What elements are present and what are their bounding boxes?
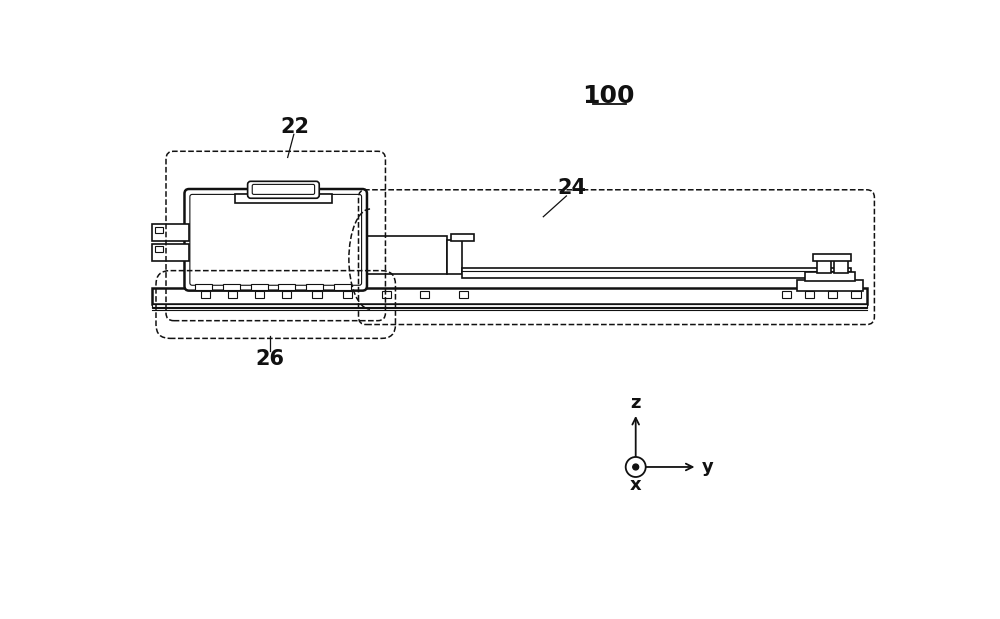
Bar bbox=[828, 291, 837, 298]
Text: y: y bbox=[702, 458, 714, 476]
Bar bbox=[152, 288, 867, 304]
Bar bbox=[343, 291, 352, 298]
Text: 100: 100 bbox=[582, 84, 635, 108]
Text: 26: 26 bbox=[255, 349, 284, 369]
Text: 22: 22 bbox=[281, 116, 310, 137]
Circle shape bbox=[633, 464, 639, 470]
Bar bbox=[451, 235, 474, 241]
FancyBboxPatch shape bbox=[184, 189, 367, 291]
Bar bbox=[195, 284, 212, 290]
Bar bbox=[362, 236, 447, 274]
Bar bbox=[201, 291, 210, 298]
Text: 24: 24 bbox=[557, 178, 586, 198]
Bar bbox=[155, 246, 163, 252]
Bar bbox=[312, 291, 322, 298]
Bar bbox=[462, 268, 851, 277]
Bar bbox=[152, 225, 189, 241]
Bar bbox=[797, 280, 863, 291]
Bar bbox=[251, 284, 268, 290]
Bar bbox=[223, 284, 240, 290]
Bar bbox=[278, 284, 295, 290]
Bar bbox=[459, 291, 468, 298]
Bar bbox=[152, 304, 867, 308]
Bar bbox=[155, 227, 163, 233]
Bar bbox=[235, 194, 332, 203]
Bar bbox=[420, 291, 429, 298]
Bar bbox=[813, 254, 851, 261]
Bar bbox=[782, 291, 791, 298]
Text: z: z bbox=[630, 394, 641, 412]
Text: x: x bbox=[630, 477, 642, 495]
Circle shape bbox=[626, 457, 646, 477]
Bar bbox=[382, 291, 391, 298]
Bar bbox=[805, 291, 814, 298]
Bar bbox=[817, 259, 831, 273]
Bar bbox=[447, 240, 462, 274]
FancyBboxPatch shape bbox=[252, 184, 315, 194]
Bar bbox=[282, 291, 291, 298]
Bar bbox=[152, 244, 189, 261]
Bar bbox=[334, 284, 351, 290]
Bar bbox=[805, 272, 855, 282]
Bar bbox=[255, 291, 264, 298]
FancyBboxPatch shape bbox=[248, 181, 319, 198]
Bar bbox=[306, 284, 323, 290]
FancyBboxPatch shape bbox=[190, 194, 362, 285]
Bar bbox=[228, 291, 237, 298]
Bar bbox=[834, 259, 848, 273]
Bar bbox=[851, 291, 861, 298]
